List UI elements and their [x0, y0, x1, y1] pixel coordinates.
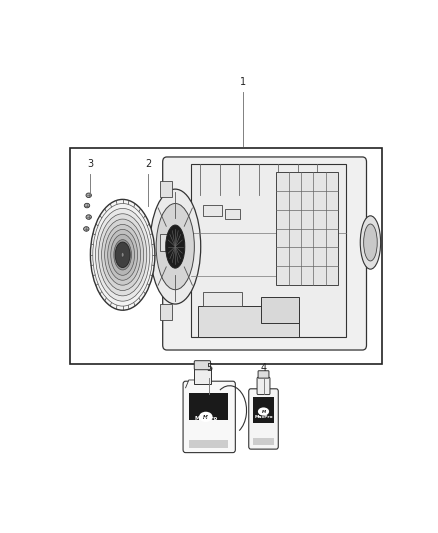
Bar [276, 172, 339, 285]
FancyBboxPatch shape [257, 377, 270, 394]
Bar [203, 292, 242, 306]
Ellipse shape [166, 225, 185, 268]
Bar [253, 397, 274, 423]
Ellipse shape [86, 215, 92, 219]
Ellipse shape [121, 253, 124, 257]
Text: M: M [261, 409, 265, 414]
Bar [191, 164, 346, 337]
FancyBboxPatch shape [194, 361, 211, 370]
Bar [225, 209, 240, 219]
Bar [203, 205, 222, 215]
Ellipse shape [84, 227, 89, 231]
Bar [189, 440, 228, 448]
FancyBboxPatch shape [183, 381, 235, 453]
Bar [189, 393, 228, 420]
Ellipse shape [364, 224, 377, 261]
Ellipse shape [156, 204, 194, 290]
Bar [70, 148, 382, 364]
Ellipse shape [95, 208, 150, 301]
Text: M: M [203, 415, 208, 420]
Text: 4: 4 [261, 362, 267, 373]
Ellipse shape [117, 245, 128, 264]
Text: MaxPro: MaxPro [194, 416, 217, 422]
Ellipse shape [111, 235, 134, 276]
Ellipse shape [258, 407, 269, 416]
Ellipse shape [102, 219, 144, 290]
FancyBboxPatch shape [162, 157, 367, 350]
Ellipse shape [93, 204, 152, 306]
Ellipse shape [86, 193, 92, 198]
Bar [198, 306, 300, 337]
Bar [194, 368, 211, 384]
Text: 1: 1 [240, 77, 246, 86]
Ellipse shape [108, 229, 138, 280]
Text: MaxPro: MaxPro [254, 415, 273, 419]
Ellipse shape [150, 189, 201, 304]
Ellipse shape [99, 214, 147, 296]
Bar [160, 304, 172, 320]
Bar [160, 181, 172, 197]
Ellipse shape [115, 242, 130, 268]
Polygon shape [185, 380, 205, 388]
Bar [253, 438, 274, 445]
Ellipse shape [360, 216, 381, 269]
Bar [160, 235, 172, 251]
Ellipse shape [114, 240, 131, 270]
Text: 5: 5 [206, 362, 212, 373]
Ellipse shape [90, 199, 155, 310]
Ellipse shape [105, 224, 141, 285]
Text: 3: 3 [87, 159, 93, 168]
Ellipse shape [84, 203, 90, 208]
Ellipse shape [199, 411, 212, 422]
FancyBboxPatch shape [249, 389, 278, 449]
Text: 2: 2 [145, 159, 151, 168]
Bar [261, 297, 300, 323]
FancyBboxPatch shape [258, 371, 269, 378]
